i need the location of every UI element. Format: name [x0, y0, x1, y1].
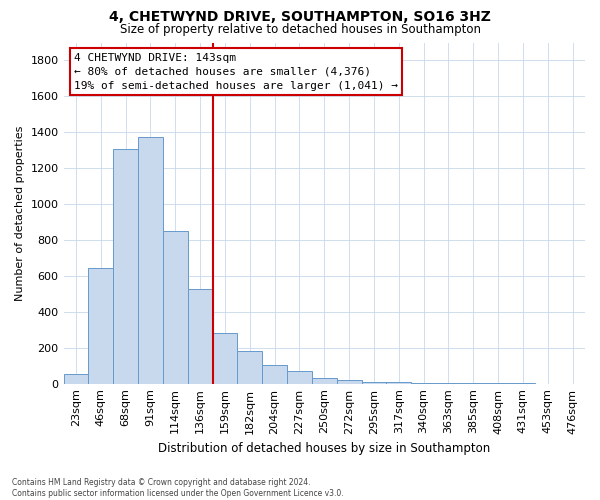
Bar — [138, 137, 163, 384]
Bar — [461, 383, 485, 384]
Bar — [88, 268, 113, 384]
Text: 4 CHETWYND DRIVE: 143sqm
← 80% of detached houses are smaller (4,376)
19% of sem: 4 CHETWYND DRIVE: 143sqm ← 80% of detach… — [74, 52, 398, 90]
Text: Size of property relative to detached houses in Southampton: Size of property relative to detached ho… — [119, 22, 481, 36]
Bar — [163, 231, 188, 384]
Bar — [212, 334, 238, 384]
Bar — [262, 365, 287, 384]
Bar — [188, 288, 212, 384]
Bar — [238, 352, 262, 384]
Y-axis label: Number of detached properties: Number of detached properties — [15, 126, 25, 301]
Text: 4, CHETWYND DRIVE, SOUTHAMPTON, SO16 3HZ: 4, CHETWYND DRIVE, SOUTHAMPTON, SO16 3HZ — [109, 10, 491, 24]
Bar — [312, 378, 337, 384]
Bar — [436, 383, 461, 384]
Bar — [411, 383, 436, 384]
X-axis label: Distribution of detached houses by size in Southampton: Distribution of detached houses by size … — [158, 442, 490, 455]
Bar — [386, 382, 411, 384]
Bar — [287, 372, 312, 384]
Bar — [113, 150, 138, 384]
Bar — [337, 380, 362, 384]
Bar — [362, 382, 386, 384]
Bar — [64, 374, 88, 384]
Text: Contains HM Land Registry data © Crown copyright and database right 2024.
Contai: Contains HM Land Registry data © Crown c… — [12, 478, 344, 498]
